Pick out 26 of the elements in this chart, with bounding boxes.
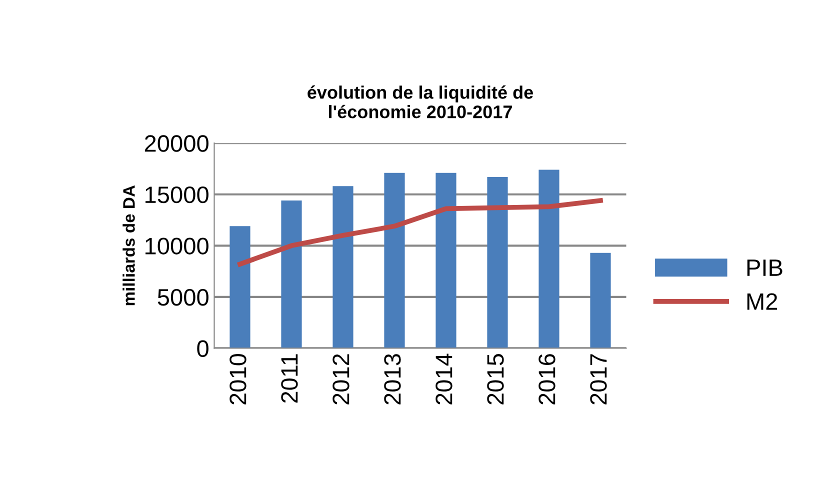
x-tick-label: 2017	[590, 354, 607, 404]
legend-label: M2	[747, 293, 778, 310]
y-tick-label: 15000	[146, 186, 208, 204]
bar	[538, 170, 560, 348]
line-series	[238, 198, 603, 267]
chart-title: évolution de la liquidité de l'économie 2010-2017	[308, 85, 533, 118]
bar	[590, 252, 611, 348]
bar	[487, 176, 508, 348]
bar	[281, 200, 302, 348]
y-tick-label: 10000	[146, 238, 208, 254]
y-tick-label: 20000	[144, 135, 208, 152]
bar	[384, 172, 405, 348]
x-tick-label: 2012	[332, 354, 350, 404]
bar	[230, 226, 250, 348]
x-tick-label: 2011	[281, 354, 298, 403]
x-tick-label: 2016	[538, 354, 556, 404]
x-tick-label: 2015	[487, 354, 504, 404]
y-axis-title: milliards de DA	[122, 185, 135, 306]
x-tick-label: 2010	[230, 354, 246, 404]
bar	[332, 186, 354, 348]
x-tick-label: 2014	[436, 354, 452, 404]
legend-label: PIB	[747, 260, 782, 276]
x-tick-label: 2013	[384, 354, 401, 404]
y-tick-label: 0	[197, 340, 208, 357]
y-tick-label: 5000	[158, 289, 208, 306]
bar	[436, 172, 456, 348]
